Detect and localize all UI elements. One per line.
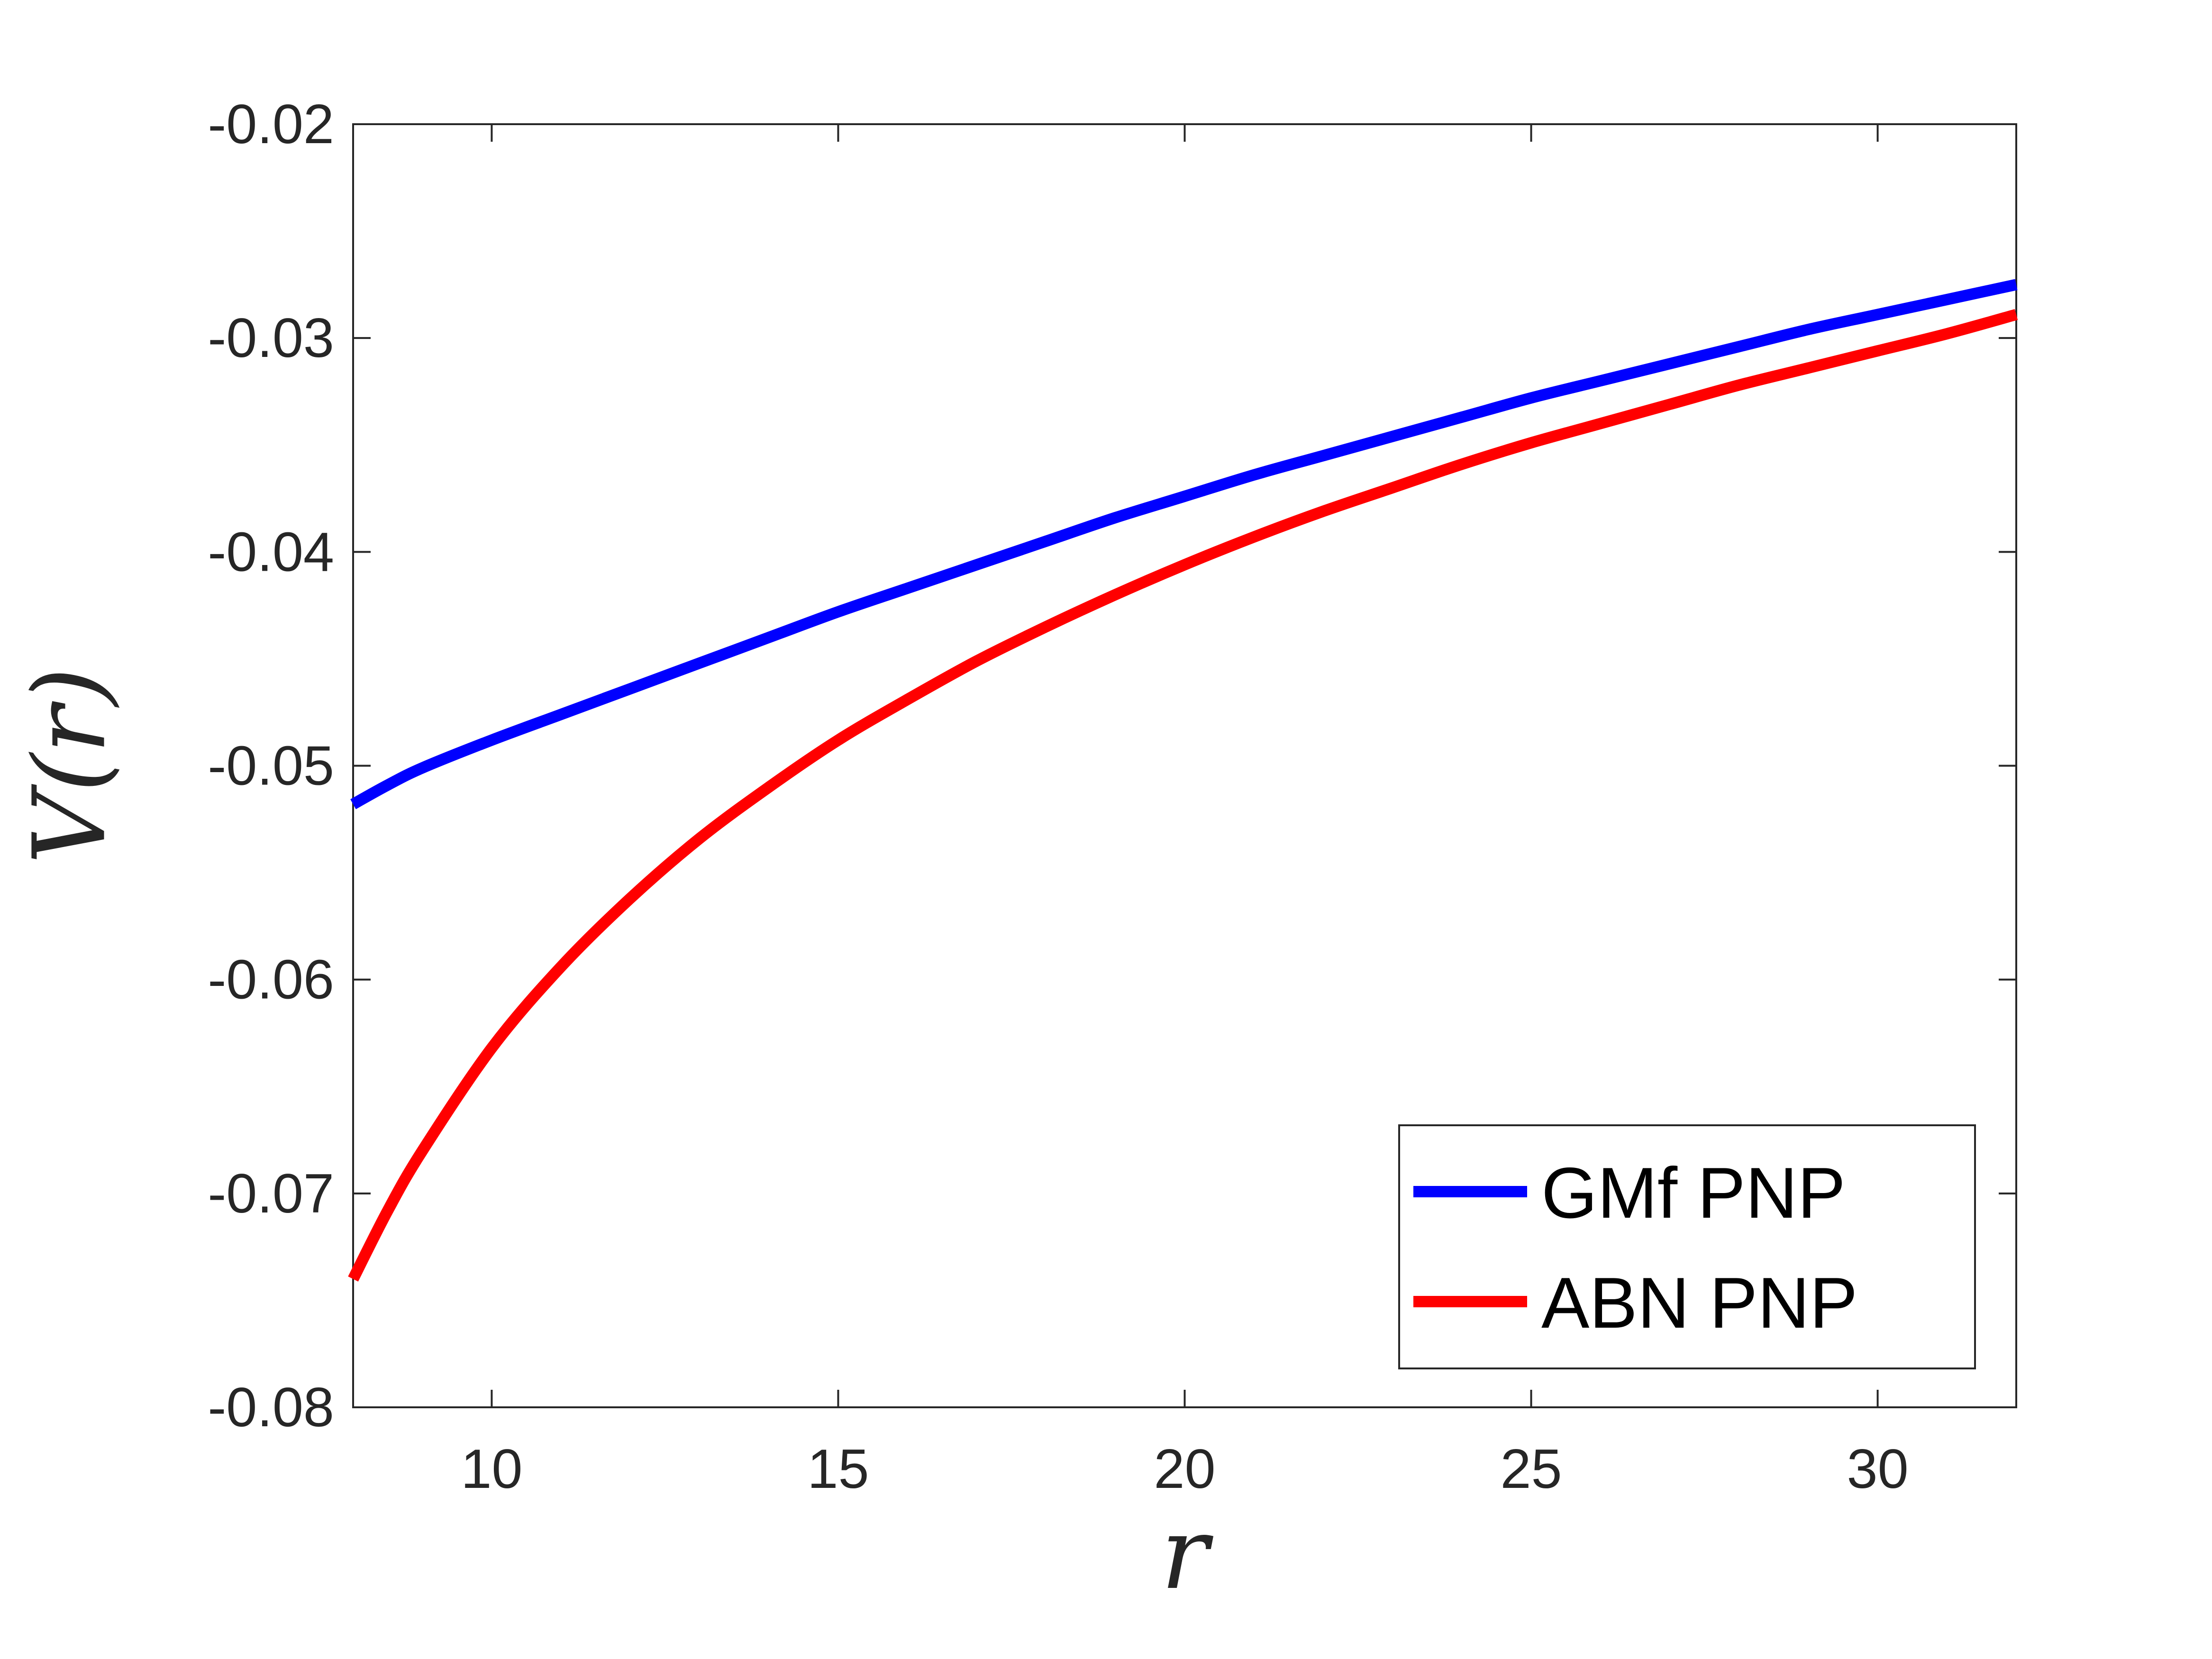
y-tick-label: -0.06	[208, 948, 334, 1011]
legend-box	[1398, 1124, 1976, 1369]
y-tick-label: -0.05	[208, 735, 334, 797]
x-tick-label: 30	[1847, 1438, 1909, 1500]
y-tick-label: -0.07	[208, 1162, 334, 1224]
x-tick-label: 15	[807, 1438, 869, 1500]
x-tick-label: 20	[1154, 1438, 1215, 1500]
x-tick-label: 25	[1500, 1438, 1562, 1500]
series-layer	[348, 279, 2018, 1282]
legend-label-gmf-pnp: GMf PNP	[1541, 1153, 1846, 1233]
y-tick-label: -0.02	[208, 93, 334, 155]
y-tick-label: -0.04	[208, 520, 334, 583]
legend-label-abn-pnp: ABN PNP	[1541, 1263, 1857, 1343]
y-tick-label: -0.03	[208, 307, 334, 369]
series-line-gmf-pnp	[350, 279, 2018, 810]
y-tick-label: -0.08	[208, 1376, 334, 1438]
series-line-abn-pnp	[348, 309, 2018, 1282]
x-tick-label: 10	[461, 1438, 522, 1500]
legend: GMf PNP ABN PNP	[1398, 1124, 1976, 1369]
axis-ticks: 10 15 20 25 30 -0.08 -0.07 -0.06 -0.05 -0.04 -0.03…	[208, 93, 2016, 1500]
x-axis-label: r	[1161, 1495, 1213, 1612]
y-axis-label: V(r)	[12, 667, 128, 865]
